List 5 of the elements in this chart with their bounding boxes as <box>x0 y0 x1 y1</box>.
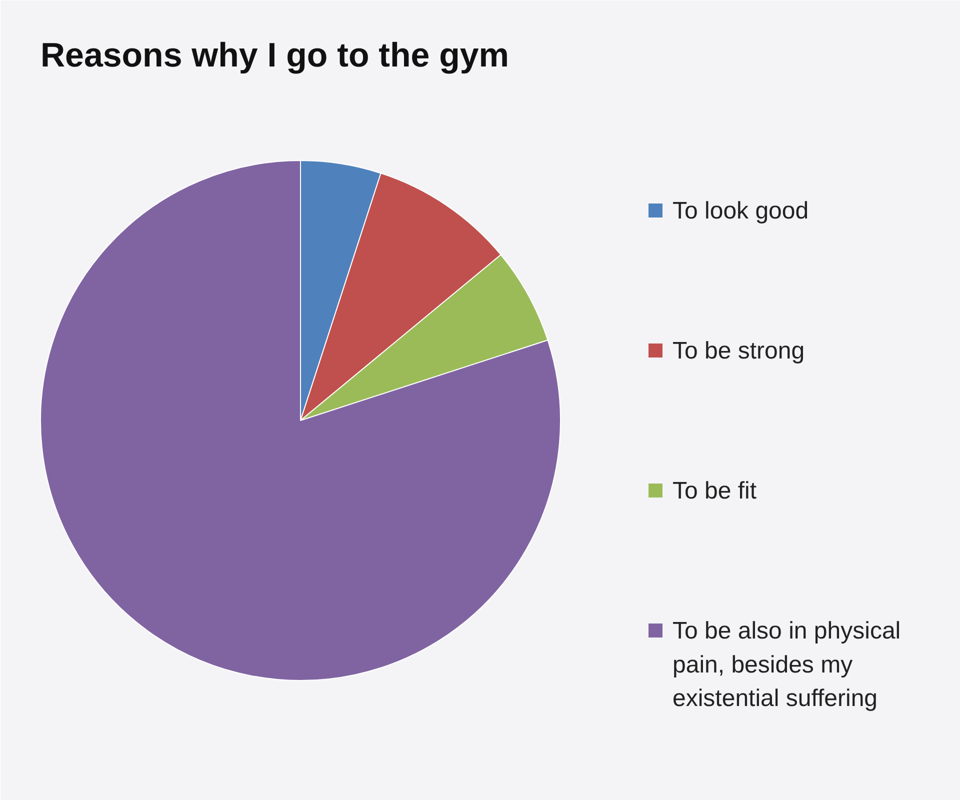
legend-label: To be also in physical pain, besides my existential suffering <box>672 618 901 712</box>
chart-title: Reasons why I go to the gym <box>40 36 510 74</box>
legend-label: To be strong <box>672 338 805 364</box>
legend-label: To be fit <box>672 478 757 504</box>
legend-label: To look good <box>672 198 809 224</box>
